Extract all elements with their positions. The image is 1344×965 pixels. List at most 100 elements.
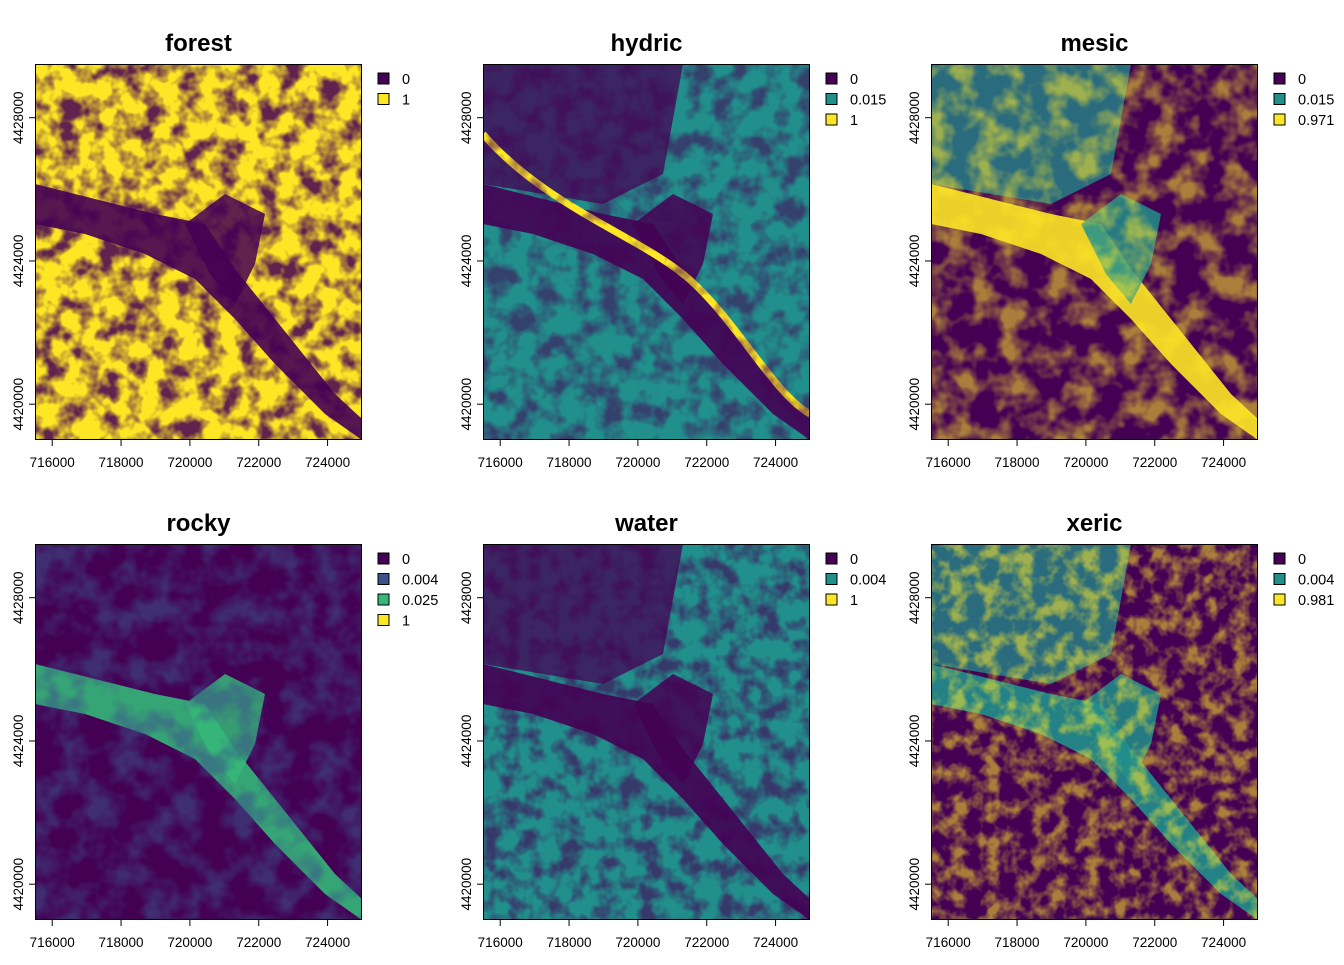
- legend-swatch: [1273, 593, 1286, 606]
- x-tick-label: 720000: [1063, 935, 1108, 950]
- y-tick-label: 4420000: [11, 858, 26, 911]
- x-tick-label: 722000: [236, 455, 281, 470]
- legend-label: 0.015: [850, 93, 886, 109]
- legend-swatch: [825, 573, 838, 585]
- raster-xeric: [931, 544, 1258, 920]
- x-tick-label: 716000: [478, 455, 523, 470]
- panel-rocky: rocky 716000 718000 720000 722000 724000 44200…: [11, 510, 438, 950]
- y-tick-label: 4420000: [907, 858, 922, 911]
- legend-label: 0: [402, 552, 410, 568]
- plot-frame: [931, 64, 1258, 440]
- x-tick-label: 718000: [99, 935, 144, 950]
- panel-forest: forest 716000 718000 720000 722000 724000 4420…: [11, 30, 410, 470]
- raster-texture: [931, 544, 1258, 920]
- x-tick-label: 720000: [1063, 455, 1108, 470]
- y-tick-label: 4428000: [11, 91, 26, 144]
- legend-swatch: [1273, 573, 1286, 585]
- legend-swatch: [377, 614, 390, 626]
- plot-frame: [931, 544, 1258, 920]
- legend-label: 1: [850, 593, 858, 609]
- x-tick-label: 716000: [926, 455, 971, 470]
- x-tick-label: 724000: [1201, 935, 1246, 950]
- legend-swatch: [377, 552, 390, 565]
- plot-frame: [35, 544, 362, 920]
- y-tick-label: 4424000: [11, 715, 26, 768]
- y-tick-label: 4424000: [459, 715, 474, 768]
- x-tick-label: 720000: [167, 455, 212, 470]
- x-tick-label: 722000: [236, 935, 281, 950]
- x-tick-label: 724000: [753, 455, 798, 470]
- x-tick-label: 718000: [995, 455, 1040, 470]
- panel-hydric: hydric 716000 718000 720000 722000 724000 4420…: [459, 30, 886, 470]
- y-tick-label: 4420000: [11, 378, 26, 431]
- legend-swatch: [1273, 552, 1286, 565]
- panel-title: rocky: [166, 510, 231, 537]
- panel-title: hydric: [610, 30, 682, 57]
- raster-texture: [35, 544, 362, 920]
- legend-label: 0: [850, 72, 858, 88]
- x-tick-label: 724000: [753, 935, 798, 950]
- x-tick-label: 724000: [305, 455, 350, 470]
- legend-swatch: [377, 593, 390, 606]
- legend-label: 0.004: [850, 573, 886, 589]
- raster-hydric: [483, 64, 810, 440]
- y-tick-label: 4428000: [907, 91, 922, 144]
- legend-label: 0.004: [402, 573, 438, 589]
- raster-texture: [483, 544, 810, 920]
- x-tick-label: 722000: [1132, 935, 1177, 950]
- legend-swatch: [825, 593, 838, 606]
- legend-label: 0: [1298, 72, 1306, 88]
- y-tick-label: 4420000: [459, 858, 474, 911]
- legend-swatch: [825, 552, 838, 565]
- y-tick-label: 4420000: [907, 378, 922, 431]
- x-tick-label: 724000: [1201, 455, 1246, 470]
- x-tick-label: 718000: [547, 455, 592, 470]
- raster-texture: [931, 64, 1258, 440]
- panel-title: water: [614, 510, 678, 537]
- y-tick-label: 4424000: [907, 715, 922, 768]
- plot-frame: [483, 64, 810, 440]
- x-tick-label: 720000: [615, 455, 660, 470]
- y-tick-label: 4428000: [11, 571, 26, 624]
- x-tick-label: 718000: [99, 455, 144, 470]
- y-tick-label: 4428000: [459, 91, 474, 144]
- legend-label: 0.015: [1298, 93, 1334, 109]
- legend-swatch: [825, 113, 838, 126]
- x-tick-label: 720000: [615, 935, 660, 950]
- x-tick-label: 716000: [478, 935, 523, 950]
- legend-label: 0.025: [402, 593, 438, 609]
- raster-water: [483, 544, 810, 920]
- legend-label: 0.004: [1298, 573, 1334, 589]
- panel-title: forest: [165, 30, 232, 57]
- x-tick-label: 716000: [30, 455, 75, 470]
- x-tick-label: 716000: [926, 935, 971, 950]
- y-tick-label: 4424000: [459, 235, 474, 288]
- x-tick-label: 718000: [995, 935, 1040, 950]
- x-tick-label: 722000: [1132, 455, 1177, 470]
- panel-mesic: mesic 716000 718000 720000 722000 724000 44200…: [907, 30, 1334, 470]
- plot-frame: [35, 64, 362, 440]
- raster-mesic: [931, 64, 1258, 440]
- x-tick-label: 716000: [30, 935, 75, 950]
- legend-swatch: [1273, 93, 1286, 105]
- x-tick-label: 722000: [684, 455, 729, 470]
- plot-frame: [483, 544, 810, 920]
- legend-label: 1: [402, 614, 410, 630]
- legend-label: 0.971: [1298, 113, 1334, 129]
- y-tick-label: 4428000: [459, 571, 474, 624]
- raster-texture: [35, 64, 362, 440]
- panel-water: water 716000 718000 720000 722000 724000 44200…: [459, 510, 886, 950]
- x-tick-label: 724000: [305, 935, 350, 950]
- raster-forest: [35, 64, 362, 440]
- legend-label: 1: [402, 93, 410, 109]
- x-tick-label: 720000: [167, 935, 212, 950]
- legend-label: 0: [850, 552, 858, 568]
- x-tick-label: 718000: [547, 935, 592, 950]
- y-tick-label: 4424000: [907, 235, 922, 288]
- y-tick-label: 4428000: [907, 571, 922, 624]
- legend-swatch: [825, 72, 838, 85]
- legend-label: 0.981: [1298, 593, 1334, 609]
- y-tick-label: 4420000: [459, 378, 474, 431]
